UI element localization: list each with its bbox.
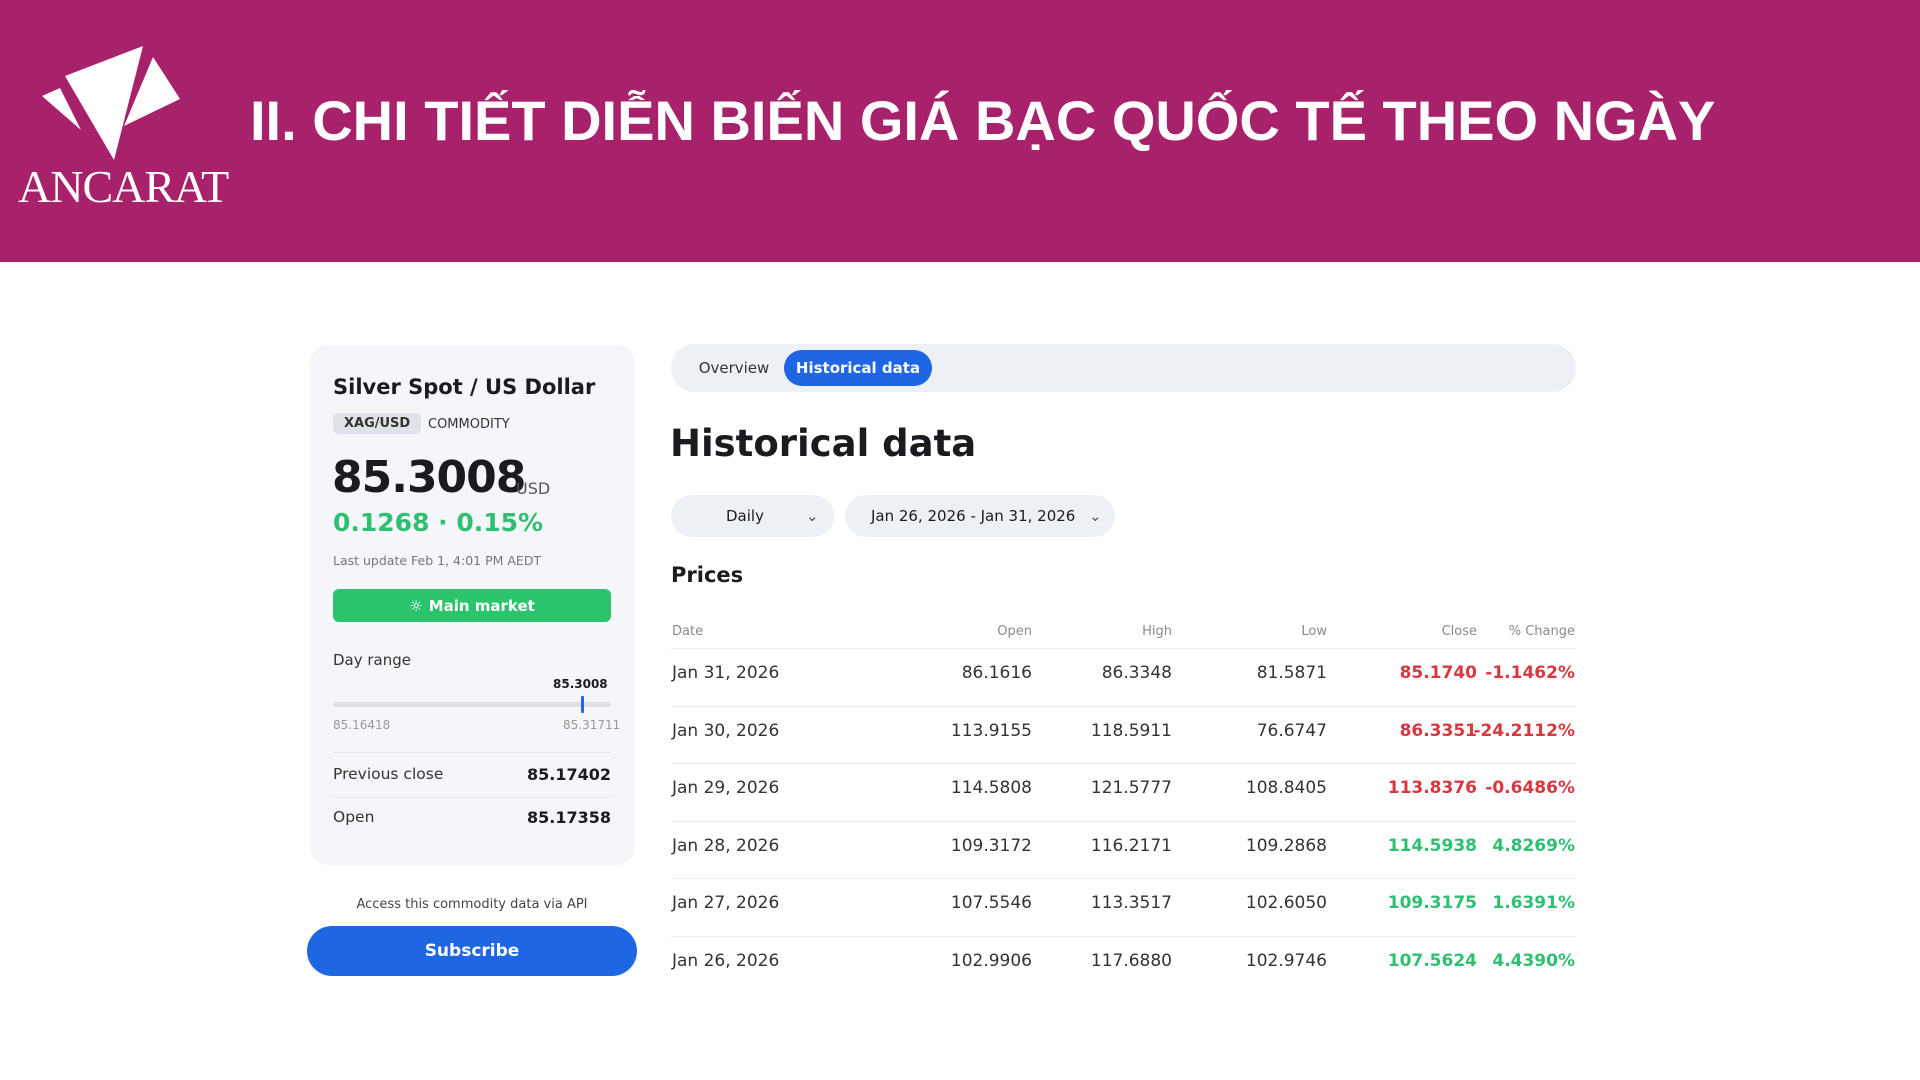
row-divider	[671, 705, 1576, 707]
cell-change: -1.1462%	[1485, 663, 1575, 683]
cell-change: -0.6486%	[1485, 778, 1575, 798]
cell-high: 116.2171	[1090, 835, 1172, 856]
subscribe-button[interactable]: Subscribe	[307, 926, 637, 976]
current-price: 85.3008	[332, 452, 526, 503]
cell-open: 113.9155	[950, 720, 1032, 741]
banner-title: II. CHI TIẾT DIỄN BIẾN GIÁ BẠC QUỐC TẾ T…	[250, 89, 1716, 152]
instrument-type: COMMODITY	[428, 417, 510, 432]
cell-close: 85.1740	[1399, 663, 1477, 683]
cell-change: 4.4390%	[1492, 950, 1575, 971]
cell-change: 1.6391%	[1492, 893, 1575, 913]
cell-open: 102.9906	[950, 950, 1032, 971]
day-range-label: Day range	[333, 651, 412, 669]
last-update: Last update Feb 1, 4:01 PM AEDT	[333, 553, 542, 568]
row-divider	[671, 763, 1576, 764]
cell-close: 109.3175	[1387, 893, 1477, 913]
interval-value: Daily	[726, 507, 764, 525]
day-range-high: 85.31711	[563, 718, 621, 732]
cell-low: 108.8405	[1245, 778, 1327, 798]
date-range-dropdown[interactable]: Jan 26, 2026 - Jan 31, 2026 ⌄	[845, 495, 1115, 537]
interval-dropdown[interactable]: Daily ⌄	[671, 495, 834, 537]
cell-date: Jan 26, 2026	[672, 950, 780, 971]
brand-logo-text: ANCARAT	[18, 161, 229, 212]
cell-low: 81.5871	[1256, 663, 1327, 683]
day-range-current: 85.3008	[553, 677, 608, 691]
column-header-date: Date	[672, 624, 704, 639]
cell-change: -24.2112%	[1473, 720, 1575, 741]
cell-high: 117.6880	[1090, 950, 1172, 971]
divider	[333, 752, 611, 753]
cell-date: Jan 28, 2026	[672, 835, 780, 856]
cell-close: 114.5938	[1387, 835, 1477, 856]
cell-low: 76.6747	[1256, 720, 1327, 741]
price-change: 0.1268 · 0.15%	[333, 508, 544, 537]
divider	[333, 797, 611, 798]
cell-open: 86.1616	[961, 663, 1032, 683]
section-title: Prices	[671, 563, 744, 587]
cell-low: 102.9746	[1245, 950, 1327, 971]
cell-open: 109.3172	[950, 835, 1032, 856]
sun-icon: ☼	[409, 596, 423, 615]
column-header-open: Open	[997, 624, 1032, 639]
instrument-name: Silver Spot / US Dollar	[333, 375, 596, 399]
day-range-bar	[333, 696, 611, 713]
cell-low: 102.6050	[1245, 893, 1327, 913]
cell-close: 107.5624	[1387, 950, 1477, 971]
tab-historical-data[interactable]: Historical data	[784, 350, 932, 386]
row-divider	[671, 878, 1576, 879]
main-market-label: Main market	[428, 596, 535, 615]
cell-date: Jan 27, 2026	[672, 893, 780, 913]
day-range-low: 85.16418	[333, 718, 391, 732]
cell-high: 121.5777	[1090, 778, 1172, 798]
open-label: Open	[333, 808, 375, 826]
chevron-down-icon: ⌄	[1089, 507, 1102, 525]
date-range-value: Jan 26, 2026 - Jan 31, 2026	[871, 507, 1076, 525]
tab-bar: Overview Historical data	[671, 344, 1576, 392]
previous-close-label: Previous close	[333, 765, 444, 783]
api-text: Access this commodity data via API	[356, 897, 588, 912]
column-header-low: Low	[1301, 624, 1327, 639]
cell-date: Jan 31, 2026	[672, 663, 780, 683]
day-range-marker	[580, 696, 584, 713]
chevron-down-icon: ⌄	[806, 507, 819, 525]
previous-close-value: 85.17402	[526, 765, 611, 784]
tab-overview[interactable]: Overview	[698, 359, 770, 377]
currency: USD	[516, 479, 551, 498]
page-title: Historical data	[670, 422, 977, 465]
cell-low: 109.2868	[1245, 835, 1327, 856]
open-value: 85.17358	[526, 808, 611, 827]
cell-close: 86.3351	[1399, 720, 1477, 741]
cell-open: 114.5808	[950, 778, 1032, 798]
ancarat-logo-icon	[42, 46, 180, 160]
cell-high: 86.3348	[1101, 663, 1172, 683]
row-divider	[671, 648, 1576, 649]
cell-change: 4.8269%	[1492, 835, 1575, 856]
main-market-button[interactable]: ☼ Main market	[333, 589, 611, 622]
cell-open: 107.5546	[950, 893, 1032, 913]
cell-high: 118.5911	[1090, 720, 1172, 741]
cell-date: Jan 30, 2026	[672, 720, 780, 741]
row-divider	[671, 935, 1576, 937]
column-header-high: High	[1142, 624, 1172, 639]
row-divider	[671, 820, 1576, 822]
cell-high: 113.3517	[1090, 893, 1172, 913]
column-header-close: Close	[1441, 624, 1477, 639]
cell-close: 113.8376	[1387, 778, 1477, 798]
column-header-change: % Change	[1508, 624, 1575, 639]
banner: ANCARAT II. CHI TIẾT DIỄN BIẾN GIÁ BẠC Q…	[0, 0, 1920, 262]
cell-date: Jan 29, 2026	[672, 778, 780, 798]
symbol-badge: XAG/USD	[333, 413, 422, 434]
